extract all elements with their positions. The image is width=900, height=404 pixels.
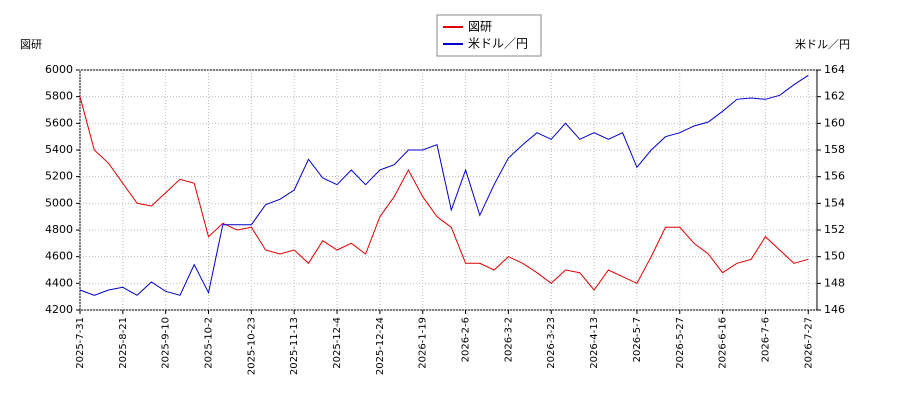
x-tick-label: 2026-7-6 bbox=[760, 317, 771, 362]
x-tick-label: 2026-2-6 bbox=[461, 317, 472, 362]
y-tick-label: 5600 bbox=[45, 116, 73, 129]
x-tick-label: 2025-12-4 bbox=[332, 317, 343, 369]
y2-tick-label: 146 bbox=[824, 303, 845, 316]
legend-label: 図研 bbox=[468, 20, 492, 34]
x-tick-label: 2025-8-21 bbox=[118, 317, 129, 369]
y2-tick-label: 150 bbox=[824, 250, 845, 263]
y-tick-label: 5400 bbox=[45, 143, 73, 156]
y-axis-title: 図研 bbox=[20, 38, 42, 51]
y-tick-label: 4200 bbox=[45, 303, 73, 316]
x-tick-label: 2025-9-10 bbox=[161, 317, 172, 369]
y-tick-label: 4400 bbox=[45, 276, 73, 289]
series-line bbox=[79, 96, 809, 291]
y2-tick-label: 154 bbox=[824, 196, 845, 209]
y-tick-label: 6000 bbox=[45, 63, 73, 76]
x-tick-label: 2025-10-23 bbox=[246, 317, 257, 375]
legend bbox=[436, 14, 542, 57]
y-tick-label: 5200 bbox=[45, 170, 73, 183]
y-tick-label: 5000 bbox=[45, 196, 73, 209]
x-tick-label: 2026-4-13 bbox=[589, 317, 600, 369]
x-tick-label: 2026-3-2 bbox=[503, 317, 514, 362]
x-tick-label: 2026-5-7 bbox=[632, 317, 643, 362]
y2-tick-label: 158 bbox=[824, 143, 845, 156]
y2-tick-label: 162 bbox=[824, 90, 845, 103]
x-tick-label: 2025-10-2 bbox=[204, 317, 215, 369]
y2-tick-label: 160 bbox=[824, 116, 845, 129]
x-tick-label: 2026-6-16 bbox=[718, 317, 729, 369]
y-tick-label: 4600 bbox=[45, 250, 73, 263]
y2-tick-label: 152 bbox=[824, 223, 845, 236]
x-tick-label: 2026-7-27 bbox=[803, 317, 814, 369]
y2-tick-label: 156 bbox=[824, 170, 845, 183]
y-tick-label: 4800 bbox=[45, 223, 73, 236]
y2-tick-label: 164 bbox=[824, 63, 845, 76]
legend-label: 米ドル／円 bbox=[468, 37, 528, 51]
series-line bbox=[79, 74, 809, 296]
y-tick-label: 5800 bbox=[45, 90, 73, 103]
x-tick-label: 2026-1-19 bbox=[418, 317, 429, 369]
y2-tick-label: 148 bbox=[824, 276, 845, 289]
x-tick-label: 2025-7-31 bbox=[75, 317, 86, 369]
x-tick-label: 2026-5-27 bbox=[675, 317, 686, 369]
x-tick-label: 2025-11-13 bbox=[289, 317, 300, 375]
y2-axis-title: 米ドル／円 bbox=[795, 38, 850, 51]
x-tick-label: 2026-3-23 bbox=[546, 317, 557, 369]
x-tick-label: 2025-12-24 bbox=[375, 317, 386, 375]
plot-frame bbox=[79, 69, 818, 311]
